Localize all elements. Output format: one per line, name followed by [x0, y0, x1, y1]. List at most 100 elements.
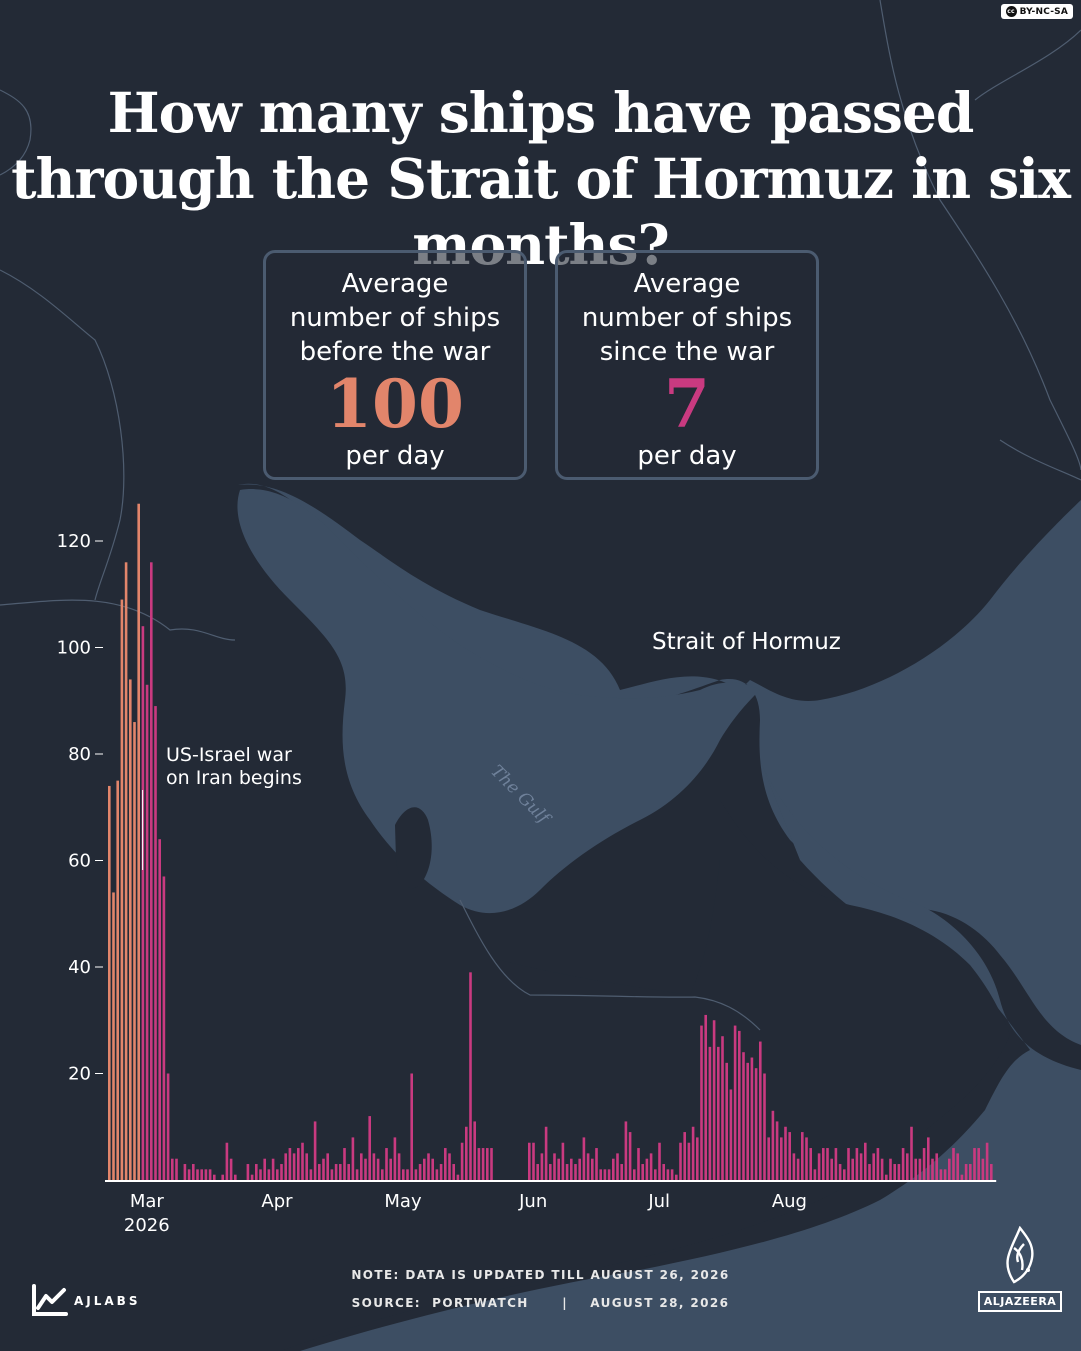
stat-after-label: Average number of ships since the war — [581, 269, 793, 367]
bar — [612, 1158, 615, 1180]
qatar-shape — [395, 807, 432, 889]
bar — [649, 1153, 653, 1180]
x-tick-sublabel: 2026 — [124, 1215, 170, 1236]
bar — [666, 1169, 670, 1180]
bar — [162, 876, 166, 1180]
bar — [704, 1014, 707, 1180]
bar — [788, 1132, 791, 1180]
bar — [427, 1153, 430, 1180]
bar — [406, 1169, 409, 1180]
bar — [637, 1148, 640, 1180]
bar — [397, 1153, 401, 1180]
bar — [330, 1169, 334, 1180]
bar — [960, 1174, 964, 1180]
chart-line-icon — [32, 1284, 68, 1316]
bars-group — [108, 503, 993, 1181]
bar — [922, 1148, 926, 1180]
bar — [658, 1142, 661, 1180]
bar — [145, 684, 149, 1180]
bar — [444, 1148, 447, 1180]
gulf-water-shape — [238, 483, 1081, 1045]
x-axis: Mar 2026 Apr May Jun Jul Aug — [105, 1180, 997, 1236]
bar — [532, 1142, 535, 1180]
bar — [208, 1169, 212, 1180]
bar — [154, 706, 157, 1180]
bar — [318, 1164, 321, 1180]
bar — [229, 1158, 233, 1180]
bar — [414, 1169, 418, 1180]
page-title: How many ships have passed through the S… — [11, 80, 1071, 277]
bar — [851, 1158, 854, 1180]
bar — [423, 1158, 426, 1180]
bar — [822, 1148, 825, 1180]
bar — [683, 1132, 686, 1180]
y-tick-label: 20 — [68, 1064, 91, 1085]
x-tick-label: Aug — [772, 1191, 807, 1212]
source-line: SOURCE: PORTWATCH | AUGUST 28, 2026 — [351, 1296, 730, 1310]
bar — [183, 1164, 187, 1180]
bar — [792, 1153, 796, 1180]
bar — [943, 1169, 947, 1180]
bar — [297, 1148, 300, 1180]
bar — [301, 1142, 304, 1180]
bar — [985, 1142, 989, 1180]
bar — [544, 1126, 548, 1180]
bar — [897, 1164, 901, 1180]
y-tick-label: 120 — [57, 531, 91, 552]
ajlabs-logo: AJLABS — [30, 1282, 140, 1320]
bar — [284, 1153, 287, 1180]
bar — [775, 1121, 779, 1180]
bar — [465, 1126, 468, 1180]
annotation-text: US-Israel war — [166, 744, 292, 766]
bar — [826, 1148, 829, 1180]
bar — [767, 1137, 770, 1180]
bar — [175, 1158, 178, 1180]
bar — [431, 1158, 434, 1180]
bar — [586, 1153, 590, 1180]
bar — [347, 1164, 350, 1180]
bar — [360, 1153, 363, 1180]
bar — [910, 1126, 913, 1180]
ajlabs-wordmark: AJLABS — [74, 1294, 141, 1308]
bar — [733, 1025, 737, 1180]
bar — [906, 1153, 909, 1180]
bar — [876, 1148, 880, 1180]
bar — [536, 1164, 539, 1180]
y-axis: 20 40 60 80 100 120 — [57, 531, 103, 1085]
bar — [271, 1158, 275, 1180]
bar — [355, 1169, 359, 1180]
bar — [120, 599, 124, 1180]
bar — [166, 1073, 170, 1180]
bar — [700, 1025, 703, 1180]
bar — [313, 1121, 317, 1180]
bar — [561, 1142, 565, 1180]
bar — [834, 1148, 838, 1180]
bar — [805, 1137, 808, 1180]
bar — [738, 1030, 741, 1180]
bar — [817, 1153, 821, 1180]
bar — [708, 1046, 712, 1180]
bar — [557, 1158, 560, 1180]
license-text: BY-NC-SA — [1019, 6, 1068, 17]
data-note: NOTE: DATA IS UPDATED TILL AUGUST 26, 20… — [351, 1268, 730, 1282]
bar — [574, 1164, 577, 1180]
bar — [452, 1164, 455, 1180]
bar — [141, 626, 145, 1180]
bar — [213, 1174, 216, 1180]
bar — [116, 780, 119, 1180]
bar — [528, 1142, 531, 1180]
bar — [292, 1153, 296, 1180]
aljazeera-wordmark: ALJAZEERA — [977, 1291, 1063, 1312]
bar — [108, 785, 111, 1180]
oman-land-shape — [0, 800, 1010, 1351]
bar — [259, 1169, 262, 1180]
bar — [616, 1153, 619, 1180]
stat-before-war: Average number of ships before the war 1… — [263, 250, 527, 480]
bar — [973, 1148, 976, 1180]
bar — [481, 1148, 485, 1180]
bar — [725, 1062, 728, 1180]
bar — [322, 1158, 325, 1180]
y-tick-label: 60 — [68, 851, 91, 872]
bar — [712, 1020, 716, 1180]
